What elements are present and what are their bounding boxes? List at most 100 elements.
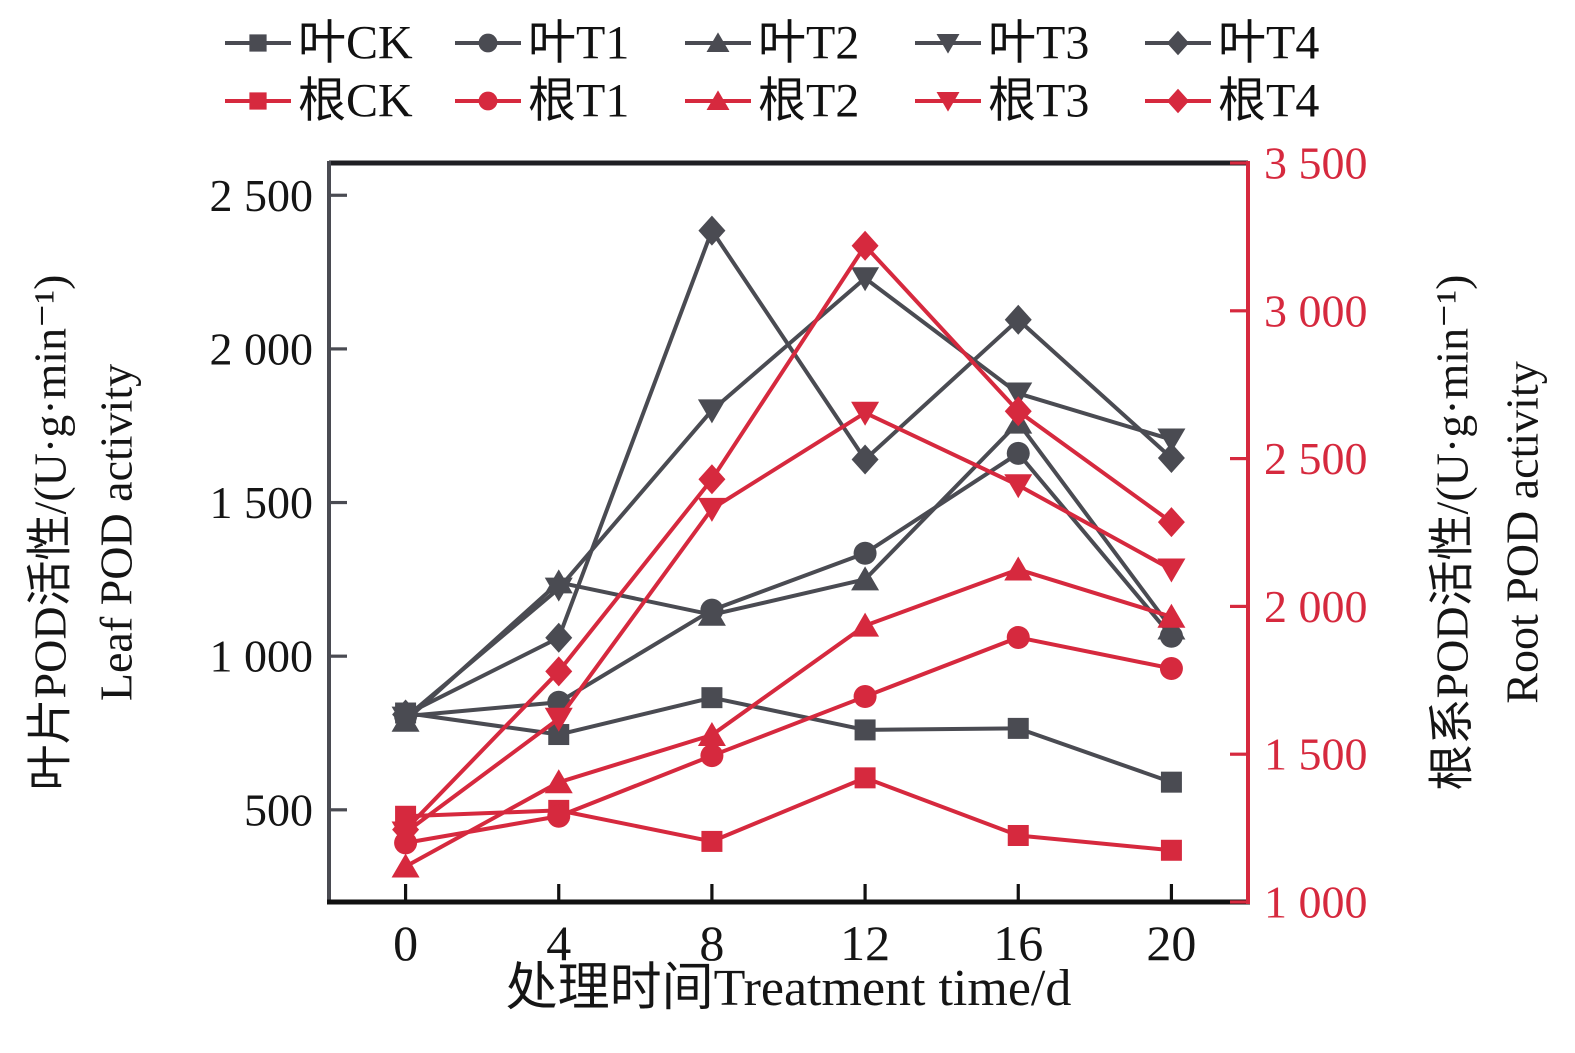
series-leaf-CK-marker-d16 <box>1007 717 1029 739</box>
series-root-T3-line <box>403 410 1174 835</box>
series-root-T3-marker-d4 <box>544 707 573 732</box>
series-group <box>391 215 1186 878</box>
series-root-T2-marker-d20 <box>1157 603 1186 628</box>
plot-frame <box>327 160 1250 905</box>
legend-label-root-T3: 根T3 <box>988 75 1089 128</box>
legend-item-leaf-T2: 叶T2 <box>685 17 859 70</box>
series-root-T4-marker-d0 <box>392 814 420 845</box>
series-leaf-CK-marker-d12 <box>854 719 876 741</box>
series-root-T3-marker-d8 <box>697 497 726 522</box>
series-leaf-T3-marker-d8 <box>697 399 726 424</box>
legend-marker-square-root-CK <box>249 92 267 110</box>
series-root-T4-marker-d12 <box>851 230 879 261</box>
left-tick-label-500: 500 <box>244 784 313 835</box>
legend-label-root-T1: 根T1 <box>528 75 629 128</box>
series-root-T2-marker-d16 <box>1004 556 1033 581</box>
series-root-T1-marker-d4 <box>547 804 571 828</box>
series-leaf-T1-line <box>403 451 1174 719</box>
series-leaf-CK-marker-d8 <box>701 687 723 709</box>
series-root-CK-marker-d8 <box>701 830 723 852</box>
series-root-T2-marker-d4 <box>544 769 573 794</box>
series-root-T3-marker-d20 <box>1157 558 1186 583</box>
legend-marker-triangle-down-leaf-T3 <box>936 33 960 54</box>
legend-label-leaf-CK: 叶CK <box>298 17 413 70</box>
legend-marker-diamond-root-T4 <box>1166 88 1190 114</box>
series-leaf-CK-line <box>403 695 1174 785</box>
series-root-T1-marker-d12 <box>853 685 877 709</box>
right-axis-title-en: Root POD activity <box>1497 361 1548 703</box>
series-root-CK-line <box>403 775 1174 853</box>
series-leaf-T2-line <box>403 420 1174 723</box>
x-tick-label-16: 16 <box>993 915 1043 971</box>
series-leaf-T2-marker-d12 <box>851 566 880 591</box>
legend-marker-circle-leaf-T1 <box>478 33 498 53</box>
series-root-CK-marker-d12 <box>854 767 876 789</box>
series-leaf-T2 <box>391 409 1186 732</box>
legend-item-root-T2: 根T2 <box>685 75 859 128</box>
legend-item-leaf-T1: 叶T1 <box>455 17 629 70</box>
x-tick-label-12: 12 <box>840 915 890 971</box>
legend: 叶CK 叶T1 叶T2 叶T3 叶T4 根CK 根T1 根T2 根T3 根T4 <box>225 17 1319 128</box>
left-tick-label-2000: 2 000 <box>210 323 314 374</box>
legend-label-leaf-T3: 叶T3 <box>988 17 1089 70</box>
series-root-T2-marker-d8 <box>697 721 726 746</box>
series-root-T4-line <box>403 243 1174 832</box>
legend-marker-diamond-leaf-T4 <box>1166 30 1190 56</box>
series-leaf-T3-marker-d16 <box>1004 382 1033 407</box>
left-tick-label-2500: 2 500 <box>210 170 314 221</box>
legend-item-root-T1: 根T1 <box>455 75 629 128</box>
series-root-T2-marker-d12 <box>851 612 880 637</box>
x-tick-label-20: 20 <box>1146 915 1196 971</box>
left-axis-title-cn: 叶片POD活性/(U·g·min⁻¹) <box>25 275 76 791</box>
legend-item-root-T4: 根T4 <box>1145 75 1319 128</box>
axis-titles: 叶片POD活性/(U·g·min⁻¹) Leaf POD activity 根系PO… <box>25 275 1548 1017</box>
series-leaf-T4-line <box>403 228 1174 717</box>
left-tick-label-1500: 1 500 <box>210 477 314 528</box>
series-root-T4 <box>392 230 1185 845</box>
right-tick-label-3000: 3 000 <box>1264 285 1368 336</box>
series-root-T1-marker-d16 <box>1006 625 1030 649</box>
left-axis-title-en: Leaf POD activity <box>91 364 142 701</box>
series-leaf-T4-marker-d20 <box>1157 442 1185 473</box>
legend-label-leaf-T1: 叶T1 <box>528 17 629 70</box>
right-tick-label-2000: 2 000 <box>1264 581 1368 632</box>
legend-label-leaf-T2: 叶T2 <box>758 17 859 70</box>
legend-label-root-CK: 根CK <box>298 75 413 128</box>
x-tick-label-4: 4 <box>546 915 571 971</box>
series-leaf-T4-marker-d12 <box>851 444 879 475</box>
series-root-CK-marker-d16 <box>1007 824 1029 846</box>
series-root-T1-marker-d20 <box>1159 656 1183 680</box>
series-root-T3-marker-d12 <box>851 401 880 426</box>
legend-marker-square-leaf-CK <box>249 34 267 52</box>
axes-ticks: 500 1 000 1 500 2 000 2 500 1 000 1 500 2 000 2 … <box>210 138 1368 972</box>
series-root-T4-marker-d4 <box>545 656 573 687</box>
right-tick-label-2500: 2 500 <box>1264 433 1368 484</box>
right-axis-title-cn: 根系POD活性/(U·g·min⁻¹) <box>1427 275 1478 791</box>
series-leaf-T3-marker-d4 <box>544 577 573 602</box>
legend-marker-triangle-down-root-T3 <box>936 91 960 112</box>
series-root-CK-marker-d20 <box>1160 839 1182 861</box>
series-root-T1-marker-d8 <box>700 744 724 768</box>
series-leaf-T4-marker-d0 <box>392 699 420 730</box>
x-tick-label-8: 8 <box>699 915 724 971</box>
series-root-T2 <box>391 556 1186 878</box>
right-tick-label-3500: 3 500 <box>1264 138 1368 189</box>
series-root-T1-line <box>403 635 1174 845</box>
series-root-T4-marker-d8 <box>698 464 726 495</box>
series-leaf-CK <box>395 687 1182 793</box>
series-root-T3-marker-d16 <box>1004 474 1033 499</box>
series-leaf-T2-marker-d8 <box>697 601 726 626</box>
series-leaf-T1-marker-d16 <box>1006 441 1030 465</box>
legend-label-root-T2: 根T2 <box>758 75 859 128</box>
legend-item-leaf-T3: 叶T3 <box>915 17 1089 70</box>
x-tick-label-0: 0 <box>393 915 418 971</box>
right-tick-label-1500: 1 500 <box>1264 729 1368 780</box>
legend-marker-triangle-up-root-T2 <box>706 90 730 111</box>
series-leaf-T4-marker-d4 <box>545 622 573 653</box>
series-root-T4-marker-d20 <box>1157 507 1185 538</box>
series-root-T4-marker-d16 <box>1004 396 1032 427</box>
legend-item-leaf-T4: 叶T4 <box>1145 17 1319 70</box>
series-leaf-T4 <box>392 215 1185 730</box>
